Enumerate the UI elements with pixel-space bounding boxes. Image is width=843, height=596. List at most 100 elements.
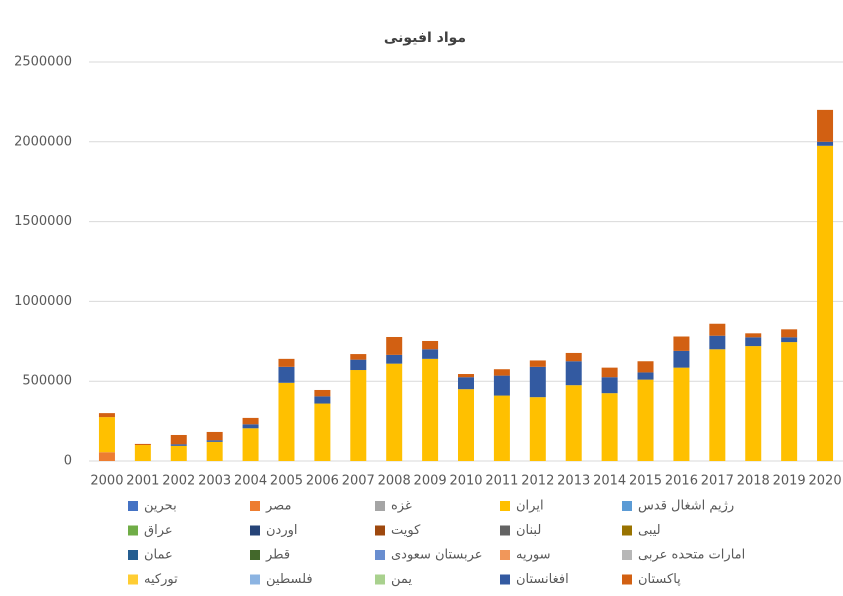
legend-label: عراق	[144, 523, 173, 538]
legend-label: سوریه	[516, 548, 550, 563]
bar-segment	[602, 368, 618, 378]
bar-segment	[207, 432, 223, 440]
x-tick-label: 2019	[773, 474, 806, 489]
legend-swatch	[250, 575, 260, 585]
legend-label: پاکستان	[638, 572, 681, 587]
bar-segment	[638, 380, 654, 461]
legend-swatch	[375, 526, 385, 536]
bar-segment	[781, 342, 797, 461]
legend-label: تورکیه	[144, 572, 178, 587]
bar-segment	[781, 337, 797, 342]
bar-segment	[314, 396, 330, 403]
bar-segment	[602, 377, 618, 393]
bar-segment	[817, 142, 833, 146]
bar-segment	[458, 377, 474, 389]
legend-label: اوردن	[266, 523, 298, 538]
legend-label: غزه	[391, 499, 412, 514]
bar-segment	[817, 146, 833, 461]
legend-swatch	[375, 501, 385, 511]
bar-segment	[673, 368, 689, 461]
bar-segment	[566, 361, 582, 385]
bar-segment	[494, 396, 510, 461]
legend-swatch	[128, 526, 138, 536]
legend-swatch	[622, 575, 632, 585]
bar-segment	[781, 329, 797, 337]
bar-segment	[745, 337, 761, 346]
legend-swatch	[128, 501, 138, 511]
bar-segment	[278, 359, 294, 367]
bar-segment	[494, 369, 510, 375]
bar-segment	[494, 376, 510, 396]
x-tick-label: 2005	[270, 474, 303, 489]
bar-segment	[135, 445, 151, 461]
y-tick-label: 500000	[22, 374, 72, 389]
bar-segment	[673, 351, 689, 368]
x-tick-label: 2003	[198, 474, 231, 489]
bar-segment	[817, 110, 833, 142]
x-tick-label: 2013	[557, 474, 590, 489]
x-tick-label: 2020	[809, 474, 842, 489]
legend-label: عمان	[144, 548, 173, 563]
y-tick-label: 1500000	[14, 214, 72, 229]
bar-segment	[386, 337, 402, 355]
bar-segment	[278, 383, 294, 461]
x-tick-label: 2008	[378, 474, 411, 489]
bar-segment	[350, 360, 366, 370]
legend-label: لیبی	[638, 523, 661, 538]
legend-label: رژیم اشغال قدس	[638, 499, 734, 514]
bar-segment	[638, 361, 654, 372]
bar-segment	[566, 385, 582, 461]
legend-swatch	[128, 550, 138, 560]
legend-label: افغانستان	[516, 572, 569, 587]
legend-label: امارات متحده عربی	[638, 548, 745, 563]
x-tick-label: 2015	[629, 474, 662, 489]
bar-segment	[243, 428, 259, 461]
legend-swatch	[500, 501, 510, 511]
bar-segment	[350, 370, 366, 461]
bar-segment	[422, 359, 438, 461]
bar-segment	[278, 367, 294, 383]
bar-segment	[709, 349, 725, 461]
bar-segment	[350, 354, 366, 360]
legend-label: عربستان سعودی	[391, 548, 483, 563]
legend-swatch	[250, 526, 260, 536]
bar-segment	[243, 418, 259, 424]
bar-segment	[314, 390, 330, 396]
legend-swatch	[128, 575, 138, 585]
legend-swatch	[375, 550, 385, 560]
legend-swatch	[500, 575, 510, 585]
bar-segment	[745, 346, 761, 461]
bar-segment	[99, 413, 115, 417]
bar-segment	[99, 417, 115, 452]
x-tick-label: 2011	[485, 474, 518, 489]
chart: مواد افیونی 0500000100000015000002000000…	[0, 0, 843, 592]
x-tick-label: 2002	[162, 474, 195, 489]
y-tick-label: 2500000	[14, 55, 72, 70]
legend-label: فلسطین	[266, 572, 313, 587]
bar-segment	[171, 444, 187, 446]
x-tick-label: 2001	[126, 474, 159, 489]
x-tick-label: 2010	[449, 474, 482, 489]
bar-segment	[386, 364, 402, 461]
legend-label: ایران	[516, 499, 544, 514]
bar-segment	[207, 442, 223, 461]
bar-segment	[709, 324, 725, 336]
bar-segment	[314, 404, 330, 461]
x-tick-label: 2014	[593, 474, 626, 489]
bar-segment	[171, 435, 187, 444]
x-tick-label: 2009	[414, 474, 447, 489]
y-tick-label: 2000000	[14, 134, 72, 149]
bar-segment	[458, 374, 474, 377]
bar-segment	[171, 446, 187, 461]
legend-swatch	[622, 526, 632, 536]
legend-label: بحرین	[144, 499, 177, 514]
y-tick-label: 0	[64, 454, 72, 469]
bar-segment	[530, 397, 546, 461]
bar-segment	[207, 440, 223, 442]
chart-title: مواد افیونی	[384, 30, 466, 46]
bar-segment	[566, 353, 582, 361]
bar-segment	[530, 367, 546, 397]
x-tick-label: 2006	[306, 474, 339, 489]
legend-label: قطر	[265, 548, 290, 563]
bar-segment	[530, 360, 546, 366]
